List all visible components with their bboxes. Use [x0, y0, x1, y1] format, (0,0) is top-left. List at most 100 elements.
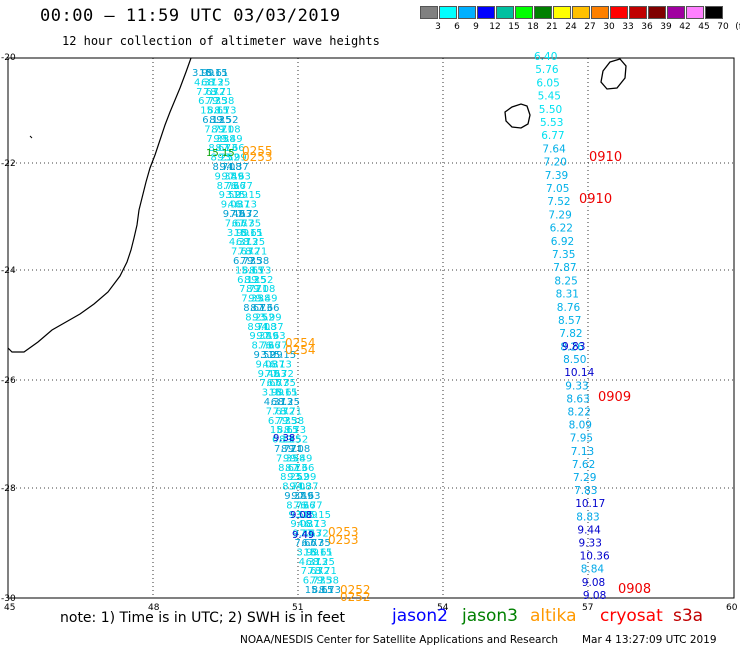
wave-height-label: 9.38	[283, 453, 305, 464]
wave-height-label: 8.71	[247, 322, 269, 333]
pass-time-label: 0909	[598, 390, 631, 405]
wave-height-label: 8.73	[319, 585, 341, 596]
wave-height-label: 8.71	[213, 162, 235, 173]
wave-height-label: 8.73	[286, 500, 308, 511]
scale-swatch	[629, 6, 647, 19]
wave-height-label: 8.84	[581, 564, 605, 576]
wave-height-label: 9.49	[256, 331, 278, 342]
pass-time-label: 0910	[589, 150, 622, 165]
wave-height-label: 7.66	[257, 303, 279, 314]
wave-height-label: 15.15	[233, 190, 262, 201]
scale-label: 27	[584, 22, 596, 32]
wave-height-label: 7.82	[559, 328, 582, 340]
wave-height-label: 8.76	[557, 302, 581, 314]
legend-cryosat: cryosat	[600, 606, 663, 626]
pass-time-label: 0908	[618, 582, 651, 597]
wave-height-label: 7.39	[545, 170, 568, 182]
wave-height-label: 8.25	[243, 237, 265, 248]
wave-height-label: 3.99	[224, 153, 246, 164]
wave-height-label: 6.77	[268, 416, 290, 427]
lon-label: 54	[437, 603, 449, 613]
pass-time-label: 0253	[328, 533, 359, 547]
scale-label: 45	[698, 22, 710, 32]
wave-height-label: 9.38	[282, 416, 304, 427]
wave-height-label: 7.62	[572, 459, 595, 471]
wave-height-label: 7.35	[275, 416, 297, 427]
wave-height-label: 4.37	[296, 482, 318, 493]
wave-height-label: 7.63	[266, 406, 288, 417]
wave-height-label: 8.73	[217, 181, 239, 192]
wave-height-label: 9.52	[219, 190, 241, 201]
wave-height-label: 15.15	[206, 148, 235, 159]
wave-height-label: 8.61	[243, 303, 265, 314]
wave-height-label: 7.66	[295, 538, 317, 549]
footer-note: note: 1) Time is in UTC; 2) SWH is in fe…	[60, 610, 346, 626]
wave-height-label: 4.37	[261, 322, 283, 333]
wave-height-label: 3.99	[294, 472, 316, 483]
wave-height-label: 9.38	[317, 576, 339, 587]
scale-swatch	[686, 6, 704, 19]
wave-height-label: 7.63	[231, 247, 253, 258]
wave-height-label: 6.77	[232, 218, 254, 229]
lon-label: 48	[148, 603, 160, 613]
lat-axis-labels: -20 -22 -24 -26 -28 -30	[1, 53, 16, 604]
lon-label: 51	[292, 603, 303, 613]
wave-height-label: 9.49	[291, 491, 313, 502]
wave-height-label: 8.61	[278, 463, 300, 474]
wave-height-label: 3.99	[261, 350, 283, 361]
lon-label: 45	[4, 603, 15, 613]
scale-swatch	[477, 6, 495, 19]
island-reunion	[504, 103, 531, 129]
wave-height-label: 15.15	[200, 106, 229, 117]
pass-time-label: 0254	[285, 336, 316, 350]
scale-swatch	[553, 6, 571, 19]
scale-swatch	[458, 6, 476, 19]
wave-height-label: 7.72	[308, 566, 330, 577]
wave-height-label: 10.14	[564, 367, 594, 379]
wave-height-label: 7.66	[224, 181, 246, 192]
wave-height-label: 8.61	[276, 388, 298, 399]
wave-height-label: 8.71	[210, 87, 232, 98]
wave-height-label: 7.63	[196, 87, 218, 98]
lat-label: -28	[1, 484, 16, 494]
wave-height-label: 9.38	[215, 171, 237, 182]
wave-height-label: 6.13	[201, 77, 223, 88]
wave-height-label: 15.15	[305, 585, 334, 596]
wave-height-label: 15.15	[270, 425, 299, 436]
scale-swatch	[610, 6, 628, 19]
wave-height-label: 9.08	[253, 284, 275, 295]
wave-height-label: 8.61	[207, 106, 229, 117]
wave-height-label: 5.45	[538, 91, 561, 103]
wave-height-label: 9.08	[583, 590, 606, 602]
wave-height-label: 6.13	[202, 115, 224, 126]
scale-label: 24	[565, 22, 577, 32]
wave-height-label: 9.38	[247, 256, 269, 267]
wave-height-label: 9.08	[288, 444, 310, 455]
scale-swatch	[591, 6, 609, 19]
wave-height-label: 10.36	[580, 551, 610, 563]
wave-height-label: 8.61	[241, 228, 263, 239]
pass-time-label: 0255	[242, 144, 273, 158]
wave-height-label: 6.77	[303, 576, 325, 587]
scale-label: 70	[717, 22, 729, 32]
wave-height-label: 4.37	[299, 557, 321, 568]
wave-height-label: 7.05	[546, 183, 569, 195]
scale-swatch	[705, 6, 723, 19]
wave-height-label: 6.13	[272, 435, 294, 446]
wave-height-label: 9.52	[217, 153, 239, 164]
wave-height-label: 9.52	[216, 115, 238, 126]
wave-height-label: 7.35	[239, 218, 261, 229]
wave-height-label: 9.08	[220, 162, 242, 173]
wave-height-label: 9.52	[286, 435, 308, 446]
wave-height-label: 4.37	[228, 200, 250, 211]
wave-height-label: 8.25	[210, 153, 232, 164]
wave-height-label: 7.29	[573, 472, 596, 484]
wave-height-label: 5.76	[535, 64, 559, 76]
wave-height-label: 7.95	[570, 433, 593, 445]
scale-label: 30	[603, 22, 615, 32]
grid	[8, 58, 734, 598]
wave-height-label: 15.15	[199, 68, 228, 79]
wave-height-label: 8.25	[209, 115, 231, 126]
wave-height-label: 8.22	[568, 407, 591, 419]
scale-swatch	[515, 6, 533, 19]
